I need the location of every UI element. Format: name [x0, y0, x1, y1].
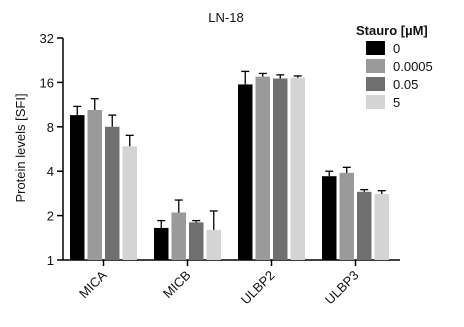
- bar-ulbp3-3: [374, 194, 389, 260]
- bar-ulbp2-0: [238, 84, 253, 260]
- legend: Stauro [µM] 0 0.0005 0.05 5: [356, 23, 433, 110]
- x-tick-label: MICB: [160, 268, 194, 302]
- y-axis: 1 2 4 8 16 32: [40, 31, 64, 268]
- y-tick-label: 32: [40, 31, 54, 46]
- bar-mica-0: [70, 115, 85, 260]
- bar-ulbp3-1: [339, 172, 354, 260]
- bar-micb-1: [171, 212, 186, 260]
- bar-ulbp2-2: [273, 78, 288, 260]
- bar-mica-1: [87, 109, 102, 261]
- legend-label-2: 0.05: [393, 77, 418, 92]
- bars-group: [70, 70, 389, 261]
- bar-micb-0: [154, 227, 169, 260]
- legend-label-3: 5: [393, 95, 400, 110]
- bar-mica-3: [122, 146, 137, 260]
- y-tick-label: 8: [47, 120, 54, 135]
- x-tick-label: ULBP2: [238, 268, 278, 308]
- y-tick-label: 2: [47, 209, 54, 224]
- bar-ulbp3-0: [322, 176, 337, 260]
- y-axis-label: Protein levels [SFI]: [13, 93, 28, 202]
- y-tick-label: 4: [47, 164, 54, 179]
- bar-ulbp3-2: [357, 191, 372, 260]
- legend-swatch-1: [366, 59, 385, 73]
- bar-micb-2: [189, 222, 204, 260]
- bar-ulbp2-1: [255, 76, 270, 260]
- legend-label-1: 0.0005: [393, 59, 433, 74]
- legend-swatch-3: [366, 95, 385, 109]
- y-tick-label: 1: [47, 253, 54, 268]
- legend-swatch-2: [366, 77, 385, 91]
- x-tick-label: ULBP3: [322, 268, 362, 308]
- legend-swatch-0: [366, 41, 385, 55]
- x-tick-label: MICA: [76, 267, 110, 301]
- x-axis: MICA MICB ULBP2 ULBP3: [63, 259, 400, 308]
- chart-title: LN-18: [208, 10, 243, 25]
- bar-mica-2: [105, 126, 120, 260]
- legend-label-0: 0: [393, 41, 400, 56]
- bar-micb-3: [206, 229, 221, 260]
- y-tick-label: 16: [40, 75, 54, 90]
- bar-ulbp2-3: [290, 77, 305, 260]
- legend-title: Stauro [µM]: [356, 23, 428, 38]
